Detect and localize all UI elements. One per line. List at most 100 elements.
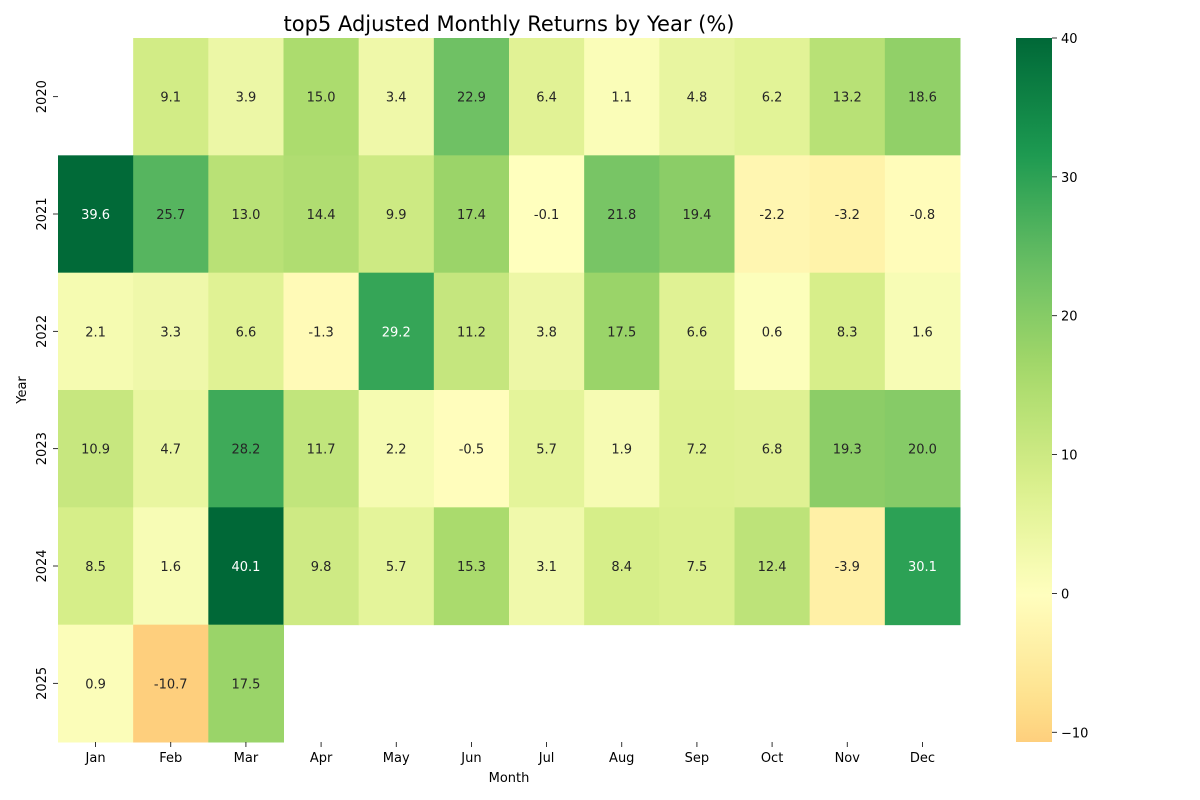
heatmap-cell [58,624,134,743]
cell-value-label: -2.2 [759,208,784,223]
cell-value-label: 19.4 [682,208,711,223]
cell-value-label: 6.6 [687,325,708,340]
colorbar-tick-label: 20 [1061,310,1078,325]
cell-value-label: 9.9 [386,208,407,223]
heatmap-cell [58,507,134,626]
heatmap-cell [659,390,735,508]
cell-value-label: 6.2 [762,91,783,106]
cell-value-label: 20.0 [908,443,937,458]
colorbar-tick-label: −10 [1061,726,1088,741]
cell-value-label: 15.3 [457,560,486,575]
heatmap-cell [884,38,961,156]
heatmap-cell [358,38,435,156]
heatmap-cell [208,272,284,391]
heatmap-cell [58,390,134,508]
x-tick-label: Jan [85,751,106,766]
cell-value-label: 22.9 [457,91,486,106]
heatmap-cell [584,38,660,156]
heatmap-cell [509,272,585,391]
heatmap-cell [433,38,510,156]
heatmap-cell [809,38,886,156]
heatmap-cell [283,272,360,391]
cell-value-label: 39.6 [81,208,110,223]
heatmap-cell [659,38,735,156]
cell-value-label: 13.2 [833,91,862,106]
heatmap-cell [133,507,209,626]
cell-value-label: 1.6 [160,560,181,575]
y-tick-label: 2021 [35,197,50,230]
cell-value-label: 17.5 [607,325,636,340]
heatmap-cell [283,38,360,156]
cell-value-label: 4.7 [160,443,181,458]
cell-value-label: -3.9 [835,560,860,575]
y-tick-label: 2022 [35,315,50,348]
heatmap-cell [58,272,134,391]
cell-value-label: 11.7 [307,443,336,458]
heatmap-cell [509,390,585,508]
heatmap-cell [509,38,585,156]
y-tick-label: 2020 [35,80,50,113]
cell-value-label: 17.5 [231,677,260,692]
x-tick-label: Mar [234,751,259,766]
heatmap-cell [433,507,510,626]
heatmap-cell [283,155,360,274]
heatmap-cell [659,272,735,391]
heatmap-cell [133,624,209,743]
heatmap-cell [809,272,886,391]
cell-value-label: 12.4 [758,560,787,575]
cell-value-label: 3.1 [536,560,557,575]
heatmap-cell [884,390,961,508]
heatmap-cell [283,507,360,626]
heatmap-cell [884,272,961,391]
cell-value-label: 8.4 [611,560,632,575]
cell-value-label: 28.2 [231,443,260,458]
heatmap-cell [659,155,735,274]
cell-value-label: 17.4 [457,208,486,223]
heatmap-cell [133,155,209,274]
heatmap-cell [734,507,811,626]
cell-value-label: 21.8 [607,208,636,223]
x-tick-label: Jul [538,751,555,766]
x-tick-label: Jun [460,751,481,766]
cell-value-label: 7.2 [687,443,708,458]
cell-value-label: -0.1 [534,208,559,223]
heatmap-cell [809,507,886,626]
heatmap-cell [208,624,284,743]
cell-value-label: 40.1 [231,560,260,575]
x-tick-label: Dec [910,751,935,766]
colorbar-tick-label: 40 [1061,32,1078,47]
heatmap-cell [283,390,360,508]
cell-value-label: 4.8 [687,91,708,106]
cell-value-label: 19.3 [833,443,862,458]
heatmap-cell [358,390,435,508]
cell-value-label: -0.5 [459,443,484,458]
cell-value-label: 9.1 [160,91,181,106]
x-tick-label: Oct [761,751,783,766]
cell-value-label: 8.3 [837,325,858,340]
heatmap-cell [584,272,660,391]
y-axis-label: Year [15,376,30,405]
heatmap-cell [584,507,660,626]
cell-value-label: 30.1 [908,560,937,575]
heatmap-cell [208,390,284,508]
x-tick-label: Aug [609,751,634,766]
heatmap-cell [884,507,961,626]
cell-value-label: 8.5 [85,560,106,575]
heatmap-cell [433,272,510,391]
colorbar-tick-label: 30 [1061,171,1078,186]
cell-value-label: 10.9 [81,443,110,458]
heatmap-cell [809,390,886,508]
cell-value-label: 3.9 [236,91,257,106]
cell-value-label: 25.7 [156,208,185,223]
cell-value-label: 15.0 [307,91,336,106]
x-tick-label: May [383,751,410,766]
cell-value-label: -0.8 [910,208,935,223]
cell-value-label: 11.2 [457,325,486,340]
cell-value-label: 5.7 [386,560,407,575]
heatmap-cell [58,155,134,274]
cell-value-label: 2.1 [85,325,106,340]
cell-value-label: 1.6 [912,325,933,340]
y-tick-label: 2025 [35,667,50,700]
